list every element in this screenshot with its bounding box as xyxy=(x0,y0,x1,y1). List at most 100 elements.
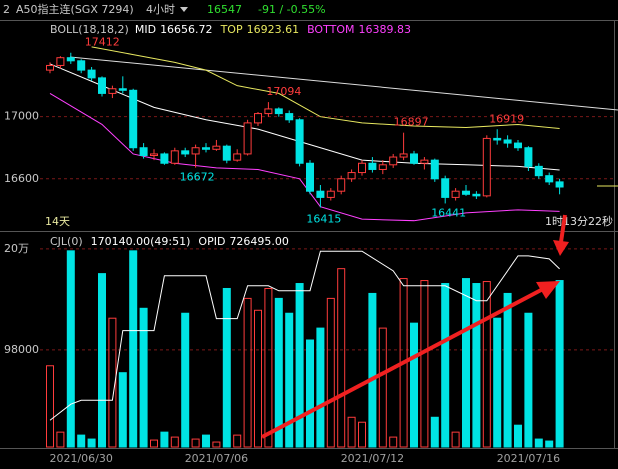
candle-body xyxy=(399,153,408,158)
legend-top-value: 16923.61 xyxy=(247,23,300,36)
volume-bar xyxy=(118,372,127,448)
volume-bar xyxy=(285,312,294,448)
candle-body xyxy=(306,162,314,192)
candle-body xyxy=(243,122,252,155)
volume-bar xyxy=(108,317,117,448)
volume-bar xyxy=(274,297,283,448)
candle-body xyxy=(420,159,429,164)
volume-bar xyxy=(337,268,346,448)
candle-body xyxy=(233,153,242,161)
candle-body xyxy=(545,175,554,183)
candle-body xyxy=(441,178,450,198)
candle-body xyxy=(285,113,294,121)
volume-bar xyxy=(170,436,179,448)
high-label: 17412 xyxy=(85,36,120,49)
volume-bar xyxy=(77,434,86,448)
volume-bar xyxy=(524,312,533,448)
volume-bar xyxy=(451,431,460,448)
candle-body xyxy=(264,108,273,115)
volume-bar xyxy=(545,440,554,448)
volume-bar xyxy=(482,281,491,448)
volume-bar xyxy=(555,280,564,448)
candle-body xyxy=(358,162,366,174)
indicator-name: BOLL(18,18,2) xyxy=(50,23,129,36)
candle-body xyxy=(77,60,86,71)
volume-bar xyxy=(243,297,252,448)
volume-bar xyxy=(46,365,54,448)
countdown-left: 14天 xyxy=(45,215,70,228)
boll-line xyxy=(49,92,560,222)
header-id: 2 xyxy=(3,3,10,16)
candle-body xyxy=(254,113,262,124)
candle-body xyxy=(514,142,522,149)
x-tick-label: 2021/07/06 xyxy=(185,452,248,465)
volume-bar xyxy=(264,287,273,448)
volume-bar xyxy=(514,424,522,448)
countdown-right: 1时13分22秒 xyxy=(545,214,613,228)
volume-bar xyxy=(306,339,314,448)
volume-bar xyxy=(420,280,429,448)
high-label: 16919 xyxy=(489,112,524,125)
candle-body xyxy=(337,178,346,192)
candle-body xyxy=(347,172,356,180)
volume-bar xyxy=(316,327,325,448)
candle-body xyxy=(56,57,65,66)
volume-bar xyxy=(56,431,65,448)
volume-bar xyxy=(358,421,366,448)
volume-bar xyxy=(254,309,262,448)
volume-bar xyxy=(150,439,158,448)
volume-bar xyxy=(378,327,387,448)
candle-body xyxy=(462,190,470,195)
volume-bar xyxy=(139,307,148,448)
volume-bar xyxy=(98,273,106,448)
low-label: 16441 xyxy=(431,206,466,219)
volume-bar xyxy=(389,436,398,448)
marks: 17000 16600 20万 98000 2021/06/30 2021/07/06 20… xyxy=(4,36,614,465)
volume-bar xyxy=(212,441,221,448)
volume-bar xyxy=(368,292,377,448)
y-tick-label: 17000 xyxy=(4,110,39,123)
y-tick-label: 16600 xyxy=(4,172,39,185)
volume-bar xyxy=(202,434,210,448)
candle-body xyxy=(430,159,439,180)
volume-bar xyxy=(410,322,418,448)
opid-value: 726495.00 xyxy=(229,235,289,248)
candle-body xyxy=(170,150,179,164)
volume-bar xyxy=(87,438,96,448)
candle-body xyxy=(202,147,210,150)
candle-body xyxy=(503,139,512,144)
opid-name: OPID xyxy=(198,235,225,248)
legend-mid-value: 16656.72 xyxy=(160,23,213,36)
volume-bar xyxy=(441,283,450,448)
legend-mid: MID xyxy=(135,23,156,36)
candle-body xyxy=(378,164,387,170)
volume-bar xyxy=(534,438,543,448)
candle-body xyxy=(160,153,169,164)
volume-bar xyxy=(430,416,439,448)
header-period: 4小时 xyxy=(146,3,175,16)
volume-name: CJL(0) xyxy=(50,235,83,248)
volume-bar xyxy=(66,250,75,448)
volume-bar xyxy=(472,283,481,448)
header-symbol: A50指主连(SGX 7294) xyxy=(16,2,134,16)
volume-bar xyxy=(191,438,200,448)
volume-bar xyxy=(222,287,231,448)
header-last: 16547 xyxy=(207,3,242,16)
volume-readout: 170140.00(49:51) xyxy=(91,235,191,248)
volume-bar xyxy=(233,434,242,448)
candle-body xyxy=(118,88,127,91)
candle-body xyxy=(274,108,283,115)
x-tick-label: 2021/06/30 xyxy=(49,452,112,465)
volume-bar xyxy=(326,297,335,448)
x-tick-label: 2021/07/16 xyxy=(497,452,560,465)
arrow-head xyxy=(553,240,569,256)
candle-body xyxy=(66,57,75,62)
x-tick-label: 2021/07/12 xyxy=(341,452,404,465)
candle-body xyxy=(472,193,481,197)
period-dropdown[interactable] xyxy=(180,7,188,12)
candle-body xyxy=(150,153,158,156)
candle-body xyxy=(451,190,460,198)
candle-body xyxy=(316,190,325,198)
low-label: 16415 xyxy=(306,212,341,225)
volume-bar xyxy=(160,431,169,448)
